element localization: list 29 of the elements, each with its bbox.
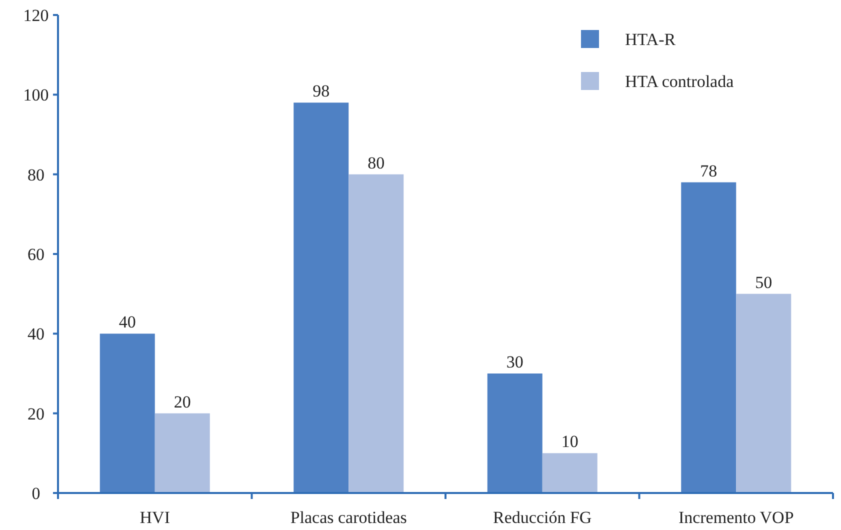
x-tick-label: HVI bbox=[140, 508, 170, 527]
legend-label: HTA-R bbox=[625, 30, 676, 49]
data-label: 50 bbox=[755, 272, 772, 292]
bar bbox=[100, 334, 155, 493]
data-label: 78 bbox=[700, 161, 718, 180]
y-tick-label: 60 bbox=[28, 244, 44, 264]
y-tick-label: 0 bbox=[32, 484, 40, 503]
x-tick-label: Reducción FG bbox=[493, 508, 592, 527]
x-tick-label: Incremento VOP bbox=[678, 508, 794, 527]
y-tick-label: 120 bbox=[23, 6, 49, 25]
bar bbox=[542, 453, 598, 493]
x-tick-label: Placas carotideas bbox=[290, 508, 407, 527]
data-label: 10 bbox=[561, 432, 578, 452]
y-tick-label: 80 bbox=[28, 165, 44, 184]
data-label: 30 bbox=[506, 352, 524, 372]
bar bbox=[681, 182, 736, 493]
data-label: 80 bbox=[368, 153, 385, 172]
data-label: 98 bbox=[312, 82, 330, 101]
data-label: 40 bbox=[118, 312, 136, 332]
legend-label: HTA controlada bbox=[625, 72, 734, 91]
bar bbox=[736, 294, 792, 493]
y-tick-label: 40 bbox=[28, 324, 44, 344]
y-tick-label: 100 bbox=[23, 86, 49, 105]
bar bbox=[348, 174, 404, 493]
bar bbox=[154, 413, 210, 493]
bar bbox=[294, 102, 349, 493]
bar bbox=[487, 374, 542, 493]
data-label: 20 bbox=[174, 392, 191, 412]
y-tick-label: 20 bbox=[28, 404, 44, 424]
